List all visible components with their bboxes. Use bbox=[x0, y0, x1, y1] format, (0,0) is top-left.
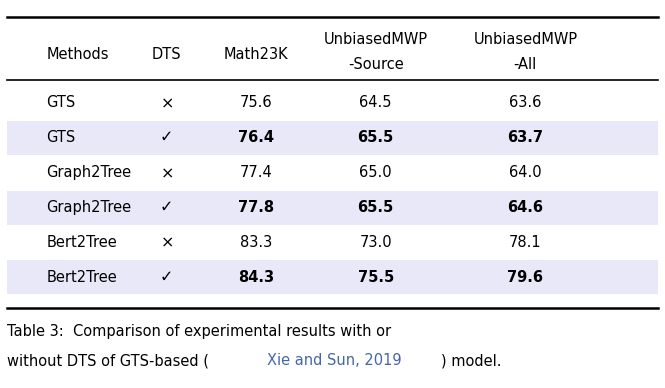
FancyBboxPatch shape bbox=[7, 260, 658, 294]
Text: UnbiasedMWP: UnbiasedMWP bbox=[473, 32, 577, 47]
Text: $\times$: $\times$ bbox=[160, 235, 173, 250]
Text: 83.3: 83.3 bbox=[240, 235, 272, 250]
Text: GTS: GTS bbox=[47, 95, 76, 110]
Text: Graph2Tree: Graph2Tree bbox=[47, 200, 132, 215]
Text: 77.8: 77.8 bbox=[238, 200, 274, 215]
Text: Table 3:  Comparison of experimental results with or: Table 3: Comparison of experimental resu… bbox=[7, 324, 391, 339]
Text: 77.4: 77.4 bbox=[239, 165, 273, 180]
Text: 63.7: 63.7 bbox=[507, 130, 543, 145]
Text: Bert2Tree: Bert2Tree bbox=[47, 270, 117, 285]
Text: 75.5: 75.5 bbox=[358, 270, 394, 285]
FancyBboxPatch shape bbox=[7, 191, 658, 225]
Text: Methods: Methods bbox=[47, 47, 109, 62]
Text: $\times$: $\times$ bbox=[160, 95, 173, 110]
Text: Graph2Tree: Graph2Tree bbox=[47, 165, 132, 180]
Text: 79.6: 79.6 bbox=[507, 270, 543, 285]
Text: 78.1: 78.1 bbox=[509, 235, 542, 250]
Text: ) model.: ) model. bbox=[441, 353, 501, 368]
Text: 63.6: 63.6 bbox=[509, 95, 541, 110]
FancyBboxPatch shape bbox=[7, 121, 658, 155]
Text: 65.5: 65.5 bbox=[358, 200, 394, 215]
Text: ✓: ✓ bbox=[160, 130, 173, 145]
Text: 64.0: 64.0 bbox=[509, 165, 542, 180]
Text: Xie and Sun, 2019: Xie and Sun, 2019 bbox=[267, 353, 402, 368]
Text: 75.6: 75.6 bbox=[239, 95, 273, 110]
Text: 84.3: 84.3 bbox=[238, 270, 274, 285]
Text: without DTS of GTS-based (: without DTS of GTS-based ( bbox=[7, 353, 209, 368]
Text: ✓: ✓ bbox=[160, 270, 173, 285]
Text: -Source: -Source bbox=[348, 57, 404, 71]
Text: DTS: DTS bbox=[152, 47, 181, 62]
Text: GTS: GTS bbox=[47, 130, 76, 145]
Text: 64.6: 64.6 bbox=[507, 200, 543, 215]
Text: 76.4: 76.4 bbox=[238, 130, 274, 145]
Text: 73.0: 73.0 bbox=[359, 235, 392, 250]
Text: Math23K: Math23K bbox=[223, 47, 289, 62]
Text: Bert2Tree: Bert2Tree bbox=[47, 235, 117, 250]
Text: UnbiasedMWP: UnbiasedMWP bbox=[324, 32, 428, 47]
Text: ✓: ✓ bbox=[160, 200, 173, 215]
Text: 65.0: 65.0 bbox=[359, 165, 392, 180]
Text: 65.5: 65.5 bbox=[358, 130, 394, 145]
Text: $\times$: $\times$ bbox=[160, 165, 173, 180]
Text: 64.5: 64.5 bbox=[360, 95, 392, 110]
Text: -All: -All bbox=[514, 57, 537, 71]
